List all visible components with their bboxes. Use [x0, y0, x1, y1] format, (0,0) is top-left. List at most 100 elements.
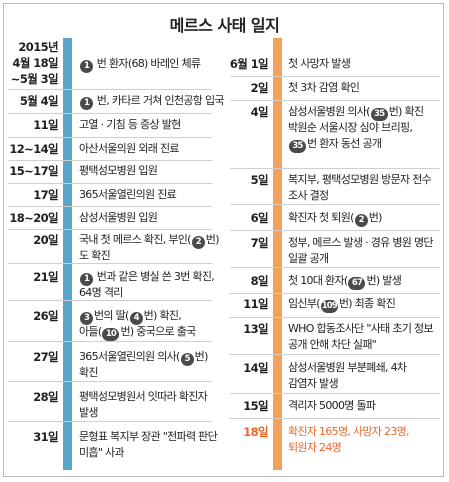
event-text-segment: 번) 확진 [388, 105, 424, 118]
row-divider [230, 230, 440, 231]
event-text: 확진자 165명, 사망자 23명, [288, 425, 410, 439]
event-text: 첫 3차 감염 확인 [288, 81, 360, 95]
event-date: 28일 [33, 390, 58, 404]
row-divider [8, 183, 212, 184]
patient-number-badge: 1 [80, 60, 93, 73]
event-text: 도 확진 [79, 249, 111, 263]
page-title: 메르스 사태 일지 [169, 16, 280, 35]
row-divider [230, 100, 440, 101]
event-text-segment: 감염자 발생 [288, 377, 339, 390]
event-text: 64명 격리 [79, 286, 123, 300]
event-text-segment: 번, 카타르 거쳐 인천공항 입국 [94, 94, 225, 107]
event-date: 14일 [243, 361, 268, 375]
row-divider [8, 381, 212, 382]
row-divider [230, 76, 440, 77]
event-date: 6월 1일 [229, 57, 269, 71]
event-text: 국내 첫 메르스 확진, 부인(2 번) [79, 233, 219, 249]
patient-number-badge: 4 [129, 312, 143, 325]
event-text-segment: 평택성모병원서 잇따라 확진자 [79, 390, 208, 403]
row-divider [8, 160, 212, 161]
event-date: 4월 18일 [12, 56, 58, 70]
event-text: 복지부, 평택성모병원 방문자 전수 [288, 173, 432, 187]
event-text: 박원순 서울시장 심야 브리핑, [288, 121, 413, 135]
row-divider [8, 137, 212, 138]
event-text-segment: 박원순 서울시장 심야 브리핑, [288, 121, 413, 134]
event-text-segment: 첫 10대 환자( [288, 274, 348, 287]
event-date: 5일 [250, 173, 269, 187]
event-text-segment: WHO 합동조사단 "사태 초기 정보 [288, 322, 434, 335]
event-text-segment: 평택성모병원 입원 [79, 164, 158, 177]
event-text-segment: 번) 중국으로 출국 [120, 325, 196, 338]
event-text: 첫 사망자 발생 [288, 57, 351, 71]
event-text-segment: 도 확진 [79, 249, 111, 262]
event-date: 18일 [243, 425, 268, 439]
event-text: 1 번, 카타르 거쳐 인천공항 입국 [79, 94, 225, 110]
event-text-segment: 임신부( [288, 297, 321, 310]
event-text-segment: 번) [368, 211, 383, 224]
event-text: 1 번 환자(68) 바레인 체류 [79, 57, 201, 73]
event-text-segment: 일괄 공개 [288, 252, 329, 265]
left-timeline-bar [63, 38, 72, 470]
event-date: 4일 [250, 105, 269, 119]
event-text-segment: 발생 [79, 406, 99, 419]
event-text: 일괄 공개 [288, 252, 329, 266]
row-divider [230, 204, 440, 205]
event-text: 감염자 발생 [288, 377, 339, 391]
event-date: 17일 [33, 188, 58, 202]
row-divider [8, 341, 212, 342]
patient-number-badge: 2 [354, 214, 368, 227]
row-divider [8, 113, 212, 114]
event-text-segment: 365서울열린의원 의사( [79, 350, 180, 363]
patient-number-badge: 10 [102, 328, 120, 341]
event-text-segment: 정부, 메르스 발생 · 경유 병원 명단 [288, 236, 434, 249]
event-text-segment: 국내 첫 메르스 확진, 부인( [79, 233, 191, 246]
event-text: 평택성모병원 입원 [79, 164, 158, 178]
patient-number-badge: 35 [370, 108, 388, 121]
row-divider [230, 354, 440, 355]
event-text: 365서울열린의원 진료 [79, 188, 177, 202]
event-text: WHO 합동조사단 "사태 초기 정보 [288, 322, 434, 336]
event-text-segment: 번) 확진, [143, 309, 182, 322]
event-text-segment: 64명 격리 [79, 286, 123, 299]
row-divider [8, 229, 212, 230]
event-text-segment: 365서울열린의원 진료 [79, 188, 177, 201]
right-timeline-bar [273, 38, 282, 470]
event-text: 퇴원자 24명 [288, 441, 342, 455]
event-text-segment: 아산서울의원 외래 진료 [79, 142, 179, 155]
event-text-segment: 격리자 5000명 돌파 [288, 399, 376, 412]
event-date: 15일 [243, 399, 268, 413]
event-text-segment: 삼성서울병원 입원 [79, 211, 158, 224]
event-date: 20일 [33, 233, 58, 247]
event-text: 조사 결정 [288, 189, 329, 203]
event-text: 3 번의 딸(4 번) 확진, [79, 309, 182, 325]
event-date: 5월 4일 [19, 94, 59, 108]
event-text-segment: 번) 최종 확진 [338, 297, 396, 310]
event-text: 아산서울의원 외래 진료 [79, 142, 179, 156]
event-text-segment: 삼성서울병원 의사( [288, 105, 370, 118]
event-text: 1 번과 같은 병실 쓴 3번 확진, [79, 270, 215, 286]
patient-number-badge: 3 [80, 312, 93, 325]
row-divider [230, 317, 440, 318]
patient-number-badge: 35 [289, 140, 306, 153]
event-text-segment: 확진자 첫 퇴원( [288, 211, 354, 224]
event-text: 확진자 첫 퇴원(2 번) [288, 211, 382, 227]
event-text: 365서울열린의원 의사(5 번) [79, 350, 208, 366]
event-text-segment: 복지부, 평택성모병원 방문자 전수 [288, 173, 432, 186]
event-text-segment: 퇴원자 24명 [288, 441, 342, 454]
event-text: 평택성모병원서 잇따라 확진자 [79, 390, 208, 404]
event-date: 31일 [33, 430, 58, 444]
event-text: 고열 · 기침 등 증상 발현 [79, 118, 181, 132]
row-divider [230, 393, 440, 394]
event-date: 7일 [250, 236, 269, 250]
event-text: 35 번 환자 동선 공개 [288, 137, 382, 153]
event-text: 확진 [79, 366, 99, 380]
event-text-segment: 번) [194, 350, 209, 363]
event-text: 첫 10대 환자(67 번) 발생 [288, 274, 402, 290]
event-date: 11일 [33, 118, 58, 132]
event-date: 2015년 [18, 40, 58, 54]
event-text-segment: 삼성서울병원 부분폐쇄, 4차 [288, 361, 407, 374]
row-divider [8, 263, 212, 264]
row-divider [8, 300, 212, 301]
event-text-segment: 확진자 165명, 사망자 23명, [288, 425, 410, 438]
event-date: 11일 [243, 297, 268, 311]
